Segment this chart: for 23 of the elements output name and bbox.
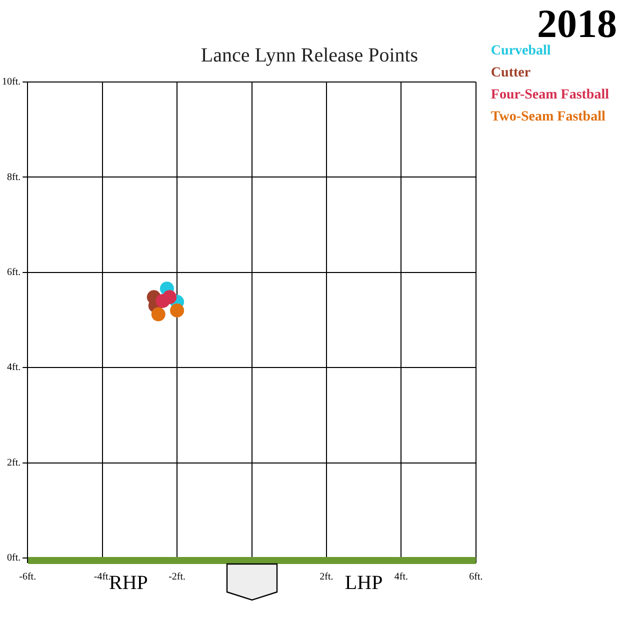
- text: Two-Seam Fastball: [490, 110, 606, 125]
- text: LHP: [344, 572, 383, 595]
- text: 2018: [537, 0, 617, 46]
- chart-title: Lance Lynn Release Points: [200, 44, 418, 66]
- y-tick-label: 2ft.: [7, 457, 21, 468]
- text: Curveball: [490, 44, 551, 59]
- text: RHP: [109, 572, 148, 595]
- x-tick-label: -2ft.: [168, 572, 186, 583]
- x-tick-label: 6ft.: [469, 572, 483, 583]
- x-tick-label: -4ft.: [94, 572, 111, 583]
- y-tick-label: 6ft.: [7, 267, 21, 278]
- x-tick-label: 4ft.: [394, 572, 408, 583]
- y-tick-label: 8ft.: [7, 172, 21, 183]
- x-tick-label: -6ft.: [19, 572, 36, 583]
- x-tick-label: 2ft.: [320, 572, 334, 583]
- point: [151, 307, 166, 322]
- point: [162, 290, 177, 304]
- y-tick-label: 0ft.: [7, 552, 21, 564]
- y-tick-label: 4ft.: [7, 362, 21, 374]
- point: [170, 303, 184, 318]
- text: Cutter: [490, 66, 531, 81]
- text: Four-Seam Fastball: [490, 88, 610, 103]
- y-tick-label: 10ft.: [2, 76, 21, 88]
